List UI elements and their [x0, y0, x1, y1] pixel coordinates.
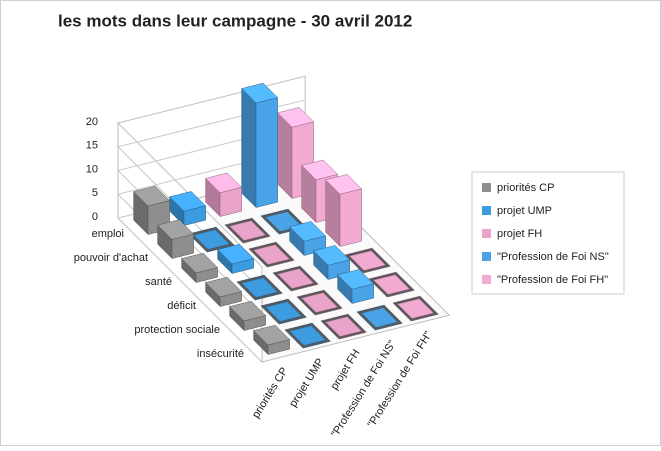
row-label: insécurité: [197, 348, 244, 360]
y-tick-label: 20: [86, 116, 98, 128]
legend-swatch: [482, 275, 491, 284]
bar: [157, 219, 195, 260]
bar: [296, 289, 343, 316]
y-tick-label: 10: [86, 163, 98, 175]
y-tick-label: 5: [92, 187, 98, 199]
chart-title: les mots dans leur campagne - 30 avril 2…: [58, 11, 412, 30]
bar: [169, 191, 207, 227]
bar: [320, 313, 367, 340]
legend-swatch: [482, 183, 491, 192]
bar-top: [277, 268, 315, 289]
bar: [284, 322, 331, 349]
bar-top: [325, 174, 363, 195]
bar: [205, 172, 243, 218]
bar-top: [205, 172, 243, 194]
bar-top: [181, 252, 219, 274]
bar-top: [337, 269, 375, 290]
row-label: protection sociale: [134, 324, 220, 336]
bar: [344, 247, 391, 274]
bar-front: [255, 97, 278, 208]
bar: [229, 300, 267, 332]
bar-top: [133, 185, 171, 207]
bar-top: [349, 250, 387, 271]
bar-top: [289, 221, 327, 242]
legend-swatch: [482, 229, 491, 238]
legend-label: projet FH: [497, 228, 542, 240]
bar-top: [241, 82, 279, 104]
bar-top: [193, 229, 231, 250]
bar-top: [313, 245, 351, 266]
bar-top: [229, 220, 267, 241]
row-label: pouvoir d'achat: [74, 252, 148, 264]
bar-top: [397, 298, 435, 319]
bar: [181, 252, 219, 284]
bar-top: [217, 243, 255, 265]
bar-top: [169, 191, 207, 212]
bar-top: [157, 219, 195, 240]
bar: [368, 271, 415, 298]
bar-top: [277, 107, 315, 128]
bar: [356, 304, 403, 331]
bar: [248, 241, 295, 268]
bar-side: [277, 112, 293, 200]
row-label: santé: [145, 276, 172, 288]
bar-top: [253, 324, 291, 346]
bar: [253, 324, 291, 356]
bar-top: [253, 244, 291, 265]
legend: [471, 171, 625, 295]
bar: [236, 274, 283, 301]
row-label: emploi: [92, 228, 124, 240]
bar: [224, 217, 271, 244]
bar-top: [229, 300, 267, 322]
bar: [272, 265, 319, 292]
legend-label: projet UMP: [497, 205, 552, 217]
bar: [337, 269, 375, 305]
bar: [260, 298, 307, 325]
legend-label: priorités CP: [497, 182, 554, 194]
legend-swatch: [482, 206, 491, 215]
bar-top: [289, 325, 327, 346]
y-tick-label: 15: [86, 140, 98, 152]
bar-top: [301, 292, 339, 313]
bar-front: [339, 188, 362, 247]
legend-label: "Profession de Foi FH": [497, 274, 608, 286]
bar-top: [205, 276, 243, 298]
legend-label: "Profession de Foi NS": [497, 251, 609, 263]
bar-side: [241, 87, 257, 209]
bar: [325, 174, 363, 248]
grid-line: [117, 75, 306, 124]
bar-top: [373, 274, 411, 295]
bar-top: [361, 307, 399, 328]
bar: [217, 243, 255, 275]
bar: [241, 82, 279, 209]
legend-swatch: [482, 252, 491, 261]
y-tick-label: 0: [92, 211, 98, 223]
bar: [205, 276, 243, 308]
bar-top: [241, 277, 279, 298]
bar-top: [301, 159, 339, 181]
bar: [392, 295, 439, 322]
row-label: déficit: [167, 300, 196, 312]
bar-top: [325, 316, 363, 337]
grid-line: [117, 217, 263, 363]
bar-top: [265, 301, 303, 322]
